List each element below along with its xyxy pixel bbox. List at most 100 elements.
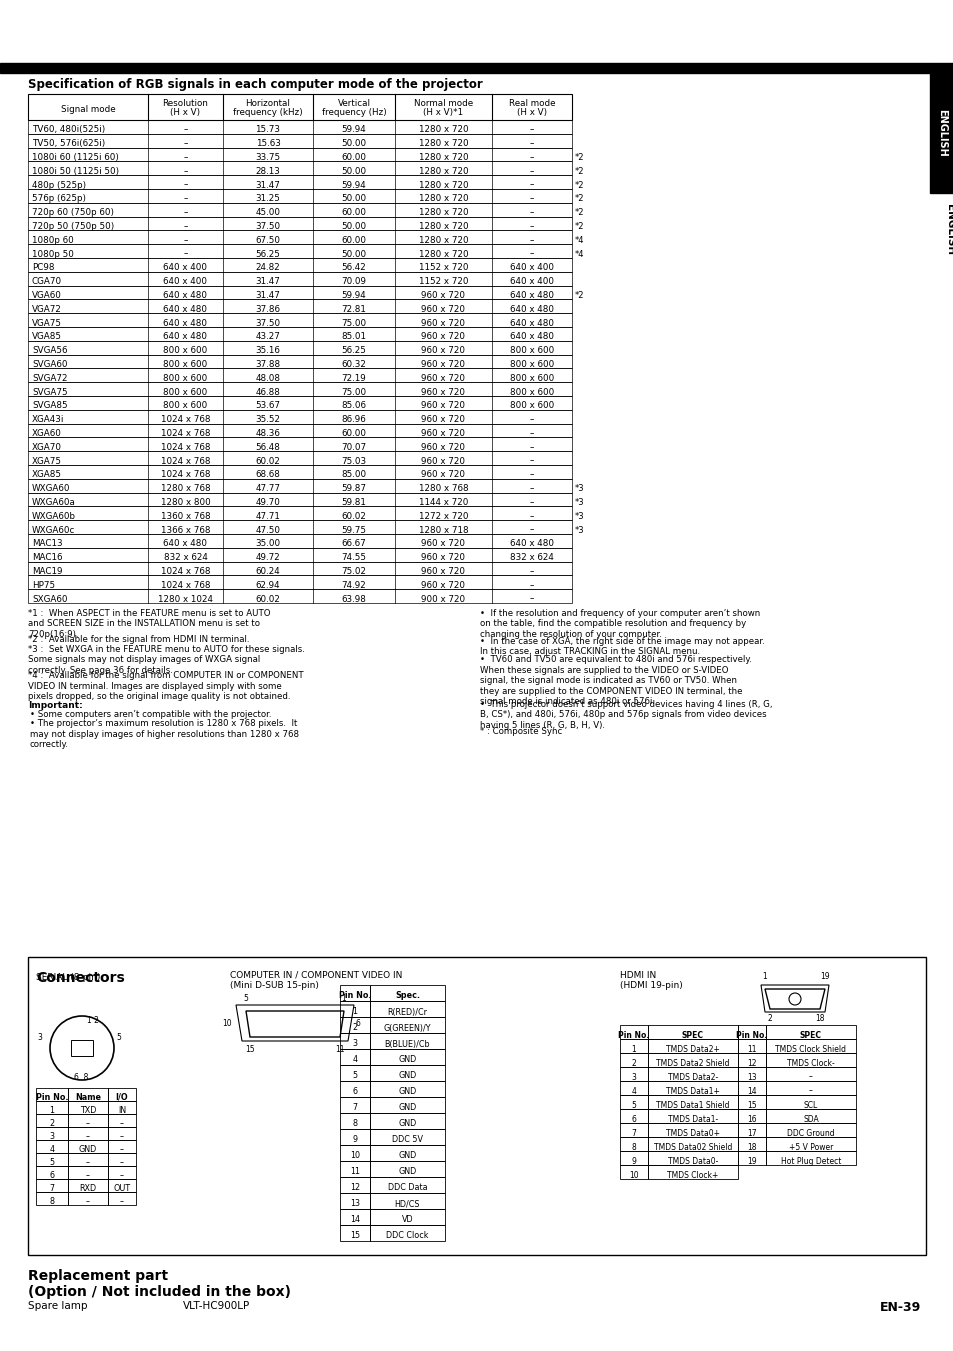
Bar [28, 589, 572, 603]
Text: 1280 x 1024: 1280 x 1024 [158, 594, 213, 604]
Text: 1280 x 720: 1280 x 720 [418, 208, 468, 218]
Bar [370, 1065, 444, 1081]
Text: Normal mode: Normal mode [414, 99, 473, 108]
Text: 60.00: 60.00 [341, 236, 366, 245]
Text: 37.86: 37.86 [255, 305, 280, 313]
Text: GND: GND [398, 1104, 416, 1112]
Text: 1024 x 768: 1024 x 768 [161, 457, 210, 466]
Bar [68, 1101, 108, 1115]
Text: 640 x 480: 640 x 480 [510, 539, 554, 549]
Text: *1 :  When ASPECT in the FEATURE menu is set to AUTO
and SCREEN SIZE in the INST: *1 : When ASPECT in the FEATURE menu is … [28, 609, 271, 639]
Text: *2: *2 [575, 222, 584, 231]
Text: 1280 x 720: 1280 x 720 [418, 222, 468, 231]
Text: 49.70: 49.70 [255, 499, 280, 507]
Bar [929, 73, 953, 193]
Text: 46.88: 46.88 [255, 388, 280, 397]
Text: 75.03: 75.03 [341, 457, 366, 466]
Text: 800 x 600: 800 x 600 [509, 388, 554, 397]
Text: 13: 13 [350, 1200, 359, 1209]
Bar [339, 1017, 370, 1034]
Text: GND: GND [398, 1055, 416, 1065]
Text: –: – [529, 195, 534, 204]
Bar [929, 63, 953, 73]
Bar [619, 1123, 647, 1138]
Text: 640 x 480: 640 x 480 [163, 332, 208, 342]
Text: 960 x 720: 960 x 720 [421, 401, 465, 411]
Text: –: – [183, 208, 188, 218]
Text: HDMI IN
(HDMI 19-pin): HDMI IN (HDMI 19-pin) [619, 971, 682, 990]
Text: GND: GND [79, 1146, 97, 1154]
Text: 59.94: 59.94 [341, 290, 366, 300]
Text: 31.25: 31.25 [255, 195, 280, 204]
Text: SCL: SCL [803, 1101, 818, 1109]
Text: 832 x 624: 832 x 624 [510, 553, 554, 562]
Bar [339, 1209, 370, 1225]
Text: 1280 x 720: 1280 x 720 [418, 126, 468, 134]
Bar [370, 1081, 444, 1097]
Bar [68, 1152, 108, 1166]
Text: SPEC: SPEC [681, 1031, 703, 1039]
Text: TMDS Data02 Shield: TMDS Data02 Shield [653, 1143, 731, 1151]
Text: 37.50: 37.50 [255, 222, 280, 231]
Text: TXD: TXD [80, 1106, 96, 1115]
Text: SPEC: SPEC [800, 1031, 821, 1039]
Text: 960 x 720: 960 x 720 [421, 346, 465, 355]
Text: –: – [529, 126, 534, 134]
Bar [28, 520, 572, 534]
Text: 960 x 720: 960 x 720 [421, 305, 465, 313]
Text: 3: 3 [37, 1034, 42, 1043]
Text: * : Composite Sync: * : Composite Sync [479, 727, 561, 736]
Text: 6: 6 [355, 1020, 360, 1028]
Bar [647, 1081, 738, 1096]
Text: 2: 2 [50, 1119, 54, 1128]
Text: Pin No.: Pin No. [35, 1093, 69, 1102]
Text: 640 x 400: 640 x 400 [163, 263, 208, 273]
Text: –: – [529, 208, 534, 218]
Text: 11: 11 [335, 1046, 344, 1054]
Text: 6: 6 [352, 1088, 357, 1097]
Text: 1080i 60 (1125i 60): 1080i 60 (1125i 60) [32, 153, 119, 162]
Text: 70.09: 70.09 [341, 277, 366, 286]
Text: 960 x 720: 960 x 720 [421, 457, 465, 466]
Text: ENGLISH: ENGLISH [936, 109, 946, 157]
Text: 2: 2 [767, 1015, 772, 1023]
Text: 35.16: 35.16 [255, 346, 280, 355]
Text: XGA60: XGA60 [32, 430, 62, 438]
Text: TMDS Data0+: TMDS Data0+ [665, 1128, 720, 1138]
Text: 8: 8 [352, 1120, 357, 1128]
Text: 60.02: 60.02 [341, 512, 366, 520]
Bar [28, 369, 572, 382]
Text: 960 x 720: 960 x 720 [421, 359, 465, 369]
Text: –: – [529, 526, 534, 535]
Bar [619, 1165, 647, 1179]
Text: VLT-HC900LP: VLT-HC900LP [183, 1301, 250, 1310]
Text: 59.81: 59.81 [341, 499, 366, 507]
Bar [619, 1096, 647, 1109]
Bar [68, 1127, 108, 1140]
Text: 62.94: 62.94 [255, 581, 280, 590]
Bar [619, 1109, 647, 1123]
Bar [370, 1161, 444, 1177]
Bar [370, 1097, 444, 1113]
Text: 800 x 600: 800 x 600 [509, 346, 554, 355]
Text: 640 x 480: 640 x 480 [510, 319, 554, 327]
Bar [619, 1138, 647, 1151]
Text: 5: 5 [631, 1101, 636, 1109]
Bar [28, 176, 572, 189]
Text: (H x V): (H x V) [171, 108, 200, 118]
Bar [28, 507, 572, 520]
Text: 10: 10 [222, 1020, 232, 1028]
Text: VGA72: VGA72 [32, 305, 62, 313]
Bar [68, 1088, 108, 1101]
Text: –: – [529, 512, 534, 520]
Text: 832 x 624: 832 x 624 [163, 553, 207, 562]
Text: *3: *3 [575, 499, 584, 507]
Bar [28, 534, 572, 547]
Text: WXGA60a: WXGA60a [32, 499, 76, 507]
Text: 11: 11 [746, 1044, 756, 1054]
Bar [619, 1081, 647, 1096]
Bar [36, 1192, 68, 1205]
Text: 720p 60 (750p 60): 720p 60 (750p 60) [32, 208, 113, 218]
Text: TMDS Data1+: TMDS Data1+ [665, 1086, 720, 1096]
Text: 800 x 600: 800 x 600 [163, 359, 208, 369]
